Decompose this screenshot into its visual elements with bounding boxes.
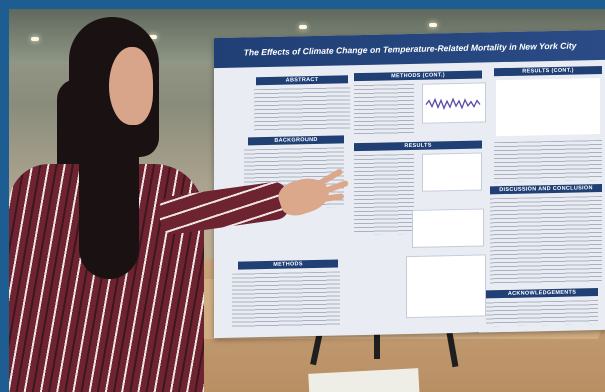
abstract-heading: ABSTRACT <box>256 75 348 86</box>
ceiling-light <box>149 35 157 39</box>
methods-cont-heading: METHODS (CONT.) <box>354 70 482 82</box>
acknowledgements-heading: ACKNOWLEDGEMENTS <box>486 288 598 299</box>
discussion-heading: DISCUSSION AND CONCLUSION <box>490 183 602 195</box>
acknowledgements-text <box>486 300 598 327</box>
hair <box>79 129 139 279</box>
results-figure <box>422 152 482 192</box>
scatter-figure <box>412 208 484 248</box>
results-cont-figure <box>496 78 600 137</box>
ceiling-light <box>31 37 39 41</box>
methods-heading: METHODS <box>238 259 338 270</box>
abstract-text <box>254 87 350 132</box>
results-cont-text <box>494 139 602 183</box>
results-text <box>354 153 414 236</box>
results-cont-heading: RESULTS (CONT.) <box>494 65 602 77</box>
easel-leg <box>374 327 380 359</box>
scatter-figure <box>406 254 486 319</box>
photo: The Effects of Climate Change on Tempera… <box>9 9 605 392</box>
ceiling-light <box>299 25 307 29</box>
time-series-figure <box>422 82 486 124</box>
ceiling-light <box>429 23 437 27</box>
poster: The Effects of Climate Change on Tempera… <box>214 29 605 339</box>
background-heading: BACKGROUND <box>248 135 344 146</box>
methods-cont-text <box>354 83 414 136</box>
time-series-line <box>425 97 481 111</box>
face <box>109 47 153 125</box>
results-heading: RESULTS <box>354 140 482 152</box>
discussion-text <box>490 195 602 285</box>
methods-text <box>232 271 340 329</box>
time-series-chart <box>425 97 481 111</box>
